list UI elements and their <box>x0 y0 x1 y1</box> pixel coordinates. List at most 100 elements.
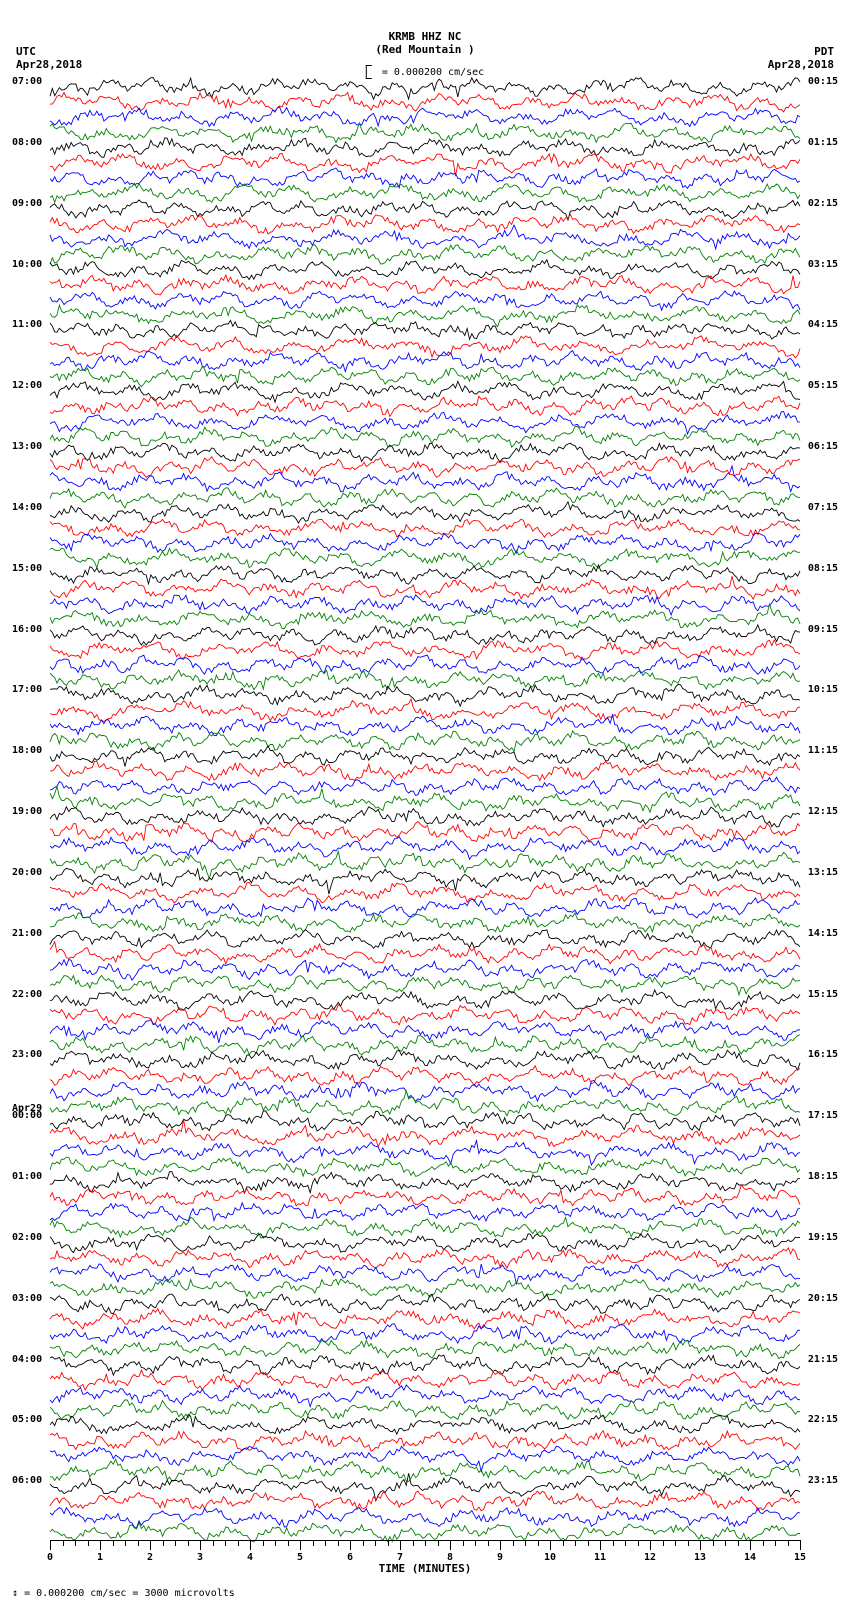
x-tick-minor <box>725 1540 726 1546</box>
x-tick-label: 6 <box>347 1552 353 1563</box>
pdt-time-label: 18:15 <box>808 1171 838 1182</box>
header-left: UTC Apr28,2018 <box>16 45 82 71</box>
pdt-time-label: 01:15 <box>808 137 838 148</box>
trace-row <box>50 1525 800 1539</box>
x-tick-major <box>700 1540 701 1550</box>
pdt-time-label: 03:15 <box>808 259 838 270</box>
pdt-time-label: 16:15 <box>808 1049 838 1060</box>
x-tick-label: 5 <box>297 1552 303 1563</box>
x-tick-major <box>350 1540 351 1550</box>
x-tick-minor <box>425 1540 426 1546</box>
utc-date-rollover: Apr29 <box>12 1103 42 1114</box>
x-tick-minor <box>788 1540 789 1546</box>
x-tick-minor <box>513 1540 514 1546</box>
header-center: KRMB HHZ NC (Red Mountain ) <box>375 30 474 56</box>
x-tick-minor <box>163 1540 164 1546</box>
utc-time-label: 19:00 <box>12 806 42 817</box>
pdt-time-label: 07:15 <box>808 502 838 513</box>
pdt-time-label: 12:15 <box>808 806 838 817</box>
x-tick-major <box>150 1540 151 1550</box>
utc-time-label: 20:00 <box>12 867 42 878</box>
x-tick-label: 8 <box>447 1552 453 1563</box>
utc-time-label: 11:00 <box>12 319 42 330</box>
pdt-date-label: Apr28,2018 <box>768 58 834 71</box>
x-tick-minor <box>575 1540 576 1546</box>
x-tick-major <box>300 1540 301 1550</box>
x-tick-minor <box>88 1540 89 1546</box>
x-tick-label: 10 <box>544 1552 556 1563</box>
x-tick-major <box>200 1540 201 1550</box>
x-tick-label: 15 <box>794 1552 806 1563</box>
x-tick-minor <box>275 1540 276 1546</box>
x-tick-minor <box>775 1540 776 1546</box>
utc-time-label: 08:00 <box>12 137 42 148</box>
x-tick-minor <box>413 1540 414 1546</box>
utc-time-label: 09:00 <box>12 198 42 209</box>
x-tick-major <box>400 1540 401 1550</box>
pdt-time-label: 20:15 <box>808 1293 838 1304</box>
x-tick-minor <box>313 1540 314 1546</box>
x-tick-minor <box>713 1540 714 1546</box>
x-tick-major <box>550 1540 551 1550</box>
x-tick-minor <box>388 1540 389 1546</box>
utc-time-label: 17:00 <box>12 684 42 695</box>
x-tick-minor <box>238 1540 239 1546</box>
station-code: KRMB HHZ NC <box>375 30 474 43</box>
x-tick-minor <box>538 1540 539 1546</box>
x-tick-minor <box>613 1540 614 1546</box>
x-tick-label: 9 <box>497 1552 503 1563</box>
utc-time-label: 14:00 <box>12 502 42 513</box>
pdt-time-label: 19:15 <box>808 1232 838 1243</box>
x-tick-minor <box>338 1540 339 1546</box>
pdt-time-label: 08:15 <box>808 563 838 574</box>
utc-time-label: 01:00 <box>12 1171 42 1182</box>
x-tick-minor <box>125 1540 126 1546</box>
x-tick-label: 2 <box>147 1552 153 1563</box>
x-tick-minor <box>288 1540 289 1546</box>
pdt-time-label: 09:15 <box>808 624 838 635</box>
x-tick-minor <box>213 1540 214 1546</box>
utc-time-label: 04:00 <box>12 1354 42 1365</box>
x-tick-major <box>750 1540 751 1550</box>
pdt-time-label: 21:15 <box>808 1354 838 1365</box>
pdt-time-label: 14:15 <box>808 928 838 939</box>
x-tick-minor <box>563 1540 564 1546</box>
x-tick-minor <box>463 1540 464 1546</box>
x-tick-label: 13 <box>694 1552 706 1563</box>
x-tick-minor <box>588 1540 589 1546</box>
x-tick-minor <box>638 1540 639 1546</box>
x-tick-minor <box>63 1540 64 1546</box>
x-tick-label: 0 <box>47 1552 53 1563</box>
utc-time-label: 15:00 <box>12 563 42 574</box>
x-tick-minor <box>763 1540 764 1546</box>
x-tick-major <box>100 1540 101 1550</box>
x-tick-label: 12 <box>644 1552 656 1563</box>
pdt-time-label: 23:15 <box>808 1475 838 1486</box>
pdt-time-label: 00:15 <box>808 76 838 87</box>
x-tick-label: 7 <box>397 1552 403 1563</box>
x-tick-minor <box>375 1540 376 1546</box>
x-tick-minor <box>738 1540 739 1546</box>
pdt-time-label: 15:15 <box>808 989 838 1000</box>
pdt-tz-label: PDT <box>768 45 834 58</box>
x-tick-minor <box>438 1540 439 1546</box>
footer-scale-icon: ↕ <box>12 1588 18 1599</box>
utc-time-label: 03:00 <box>12 1293 42 1304</box>
utc-time-label: 10:00 <box>12 259 42 270</box>
x-tick-label: 3 <box>197 1552 203 1563</box>
seismogram-chart: 07:0000:1508:0001:1509:0002:1510:0003:15… <box>50 80 800 1540</box>
x-tick-minor <box>688 1540 689 1546</box>
utc-time-label: 06:00 <box>12 1475 42 1486</box>
x-tick-minor <box>475 1540 476 1546</box>
pdt-time-label: 17:15 <box>808 1110 838 1121</box>
utc-date-label: Apr28,2018 <box>16 58 82 71</box>
utc-time-label: 07:00 <box>12 76 42 87</box>
x-tick-minor <box>138 1540 139 1546</box>
x-tick-minor <box>663 1540 664 1546</box>
x-tick-label: 1 <box>97 1552 103 1563</box>
x-tick-major <box>650 1540 651 1550</box>
utc-time-label: 22:00 <box>12 989 42 1000</box>
x-tick-label: 4 <box>247 1552 253 1563</box>
pdt-time-label: 04:15 <box>808 319 838 330</box>
x-tick-minor <box>175 1540 176 1546</box>
